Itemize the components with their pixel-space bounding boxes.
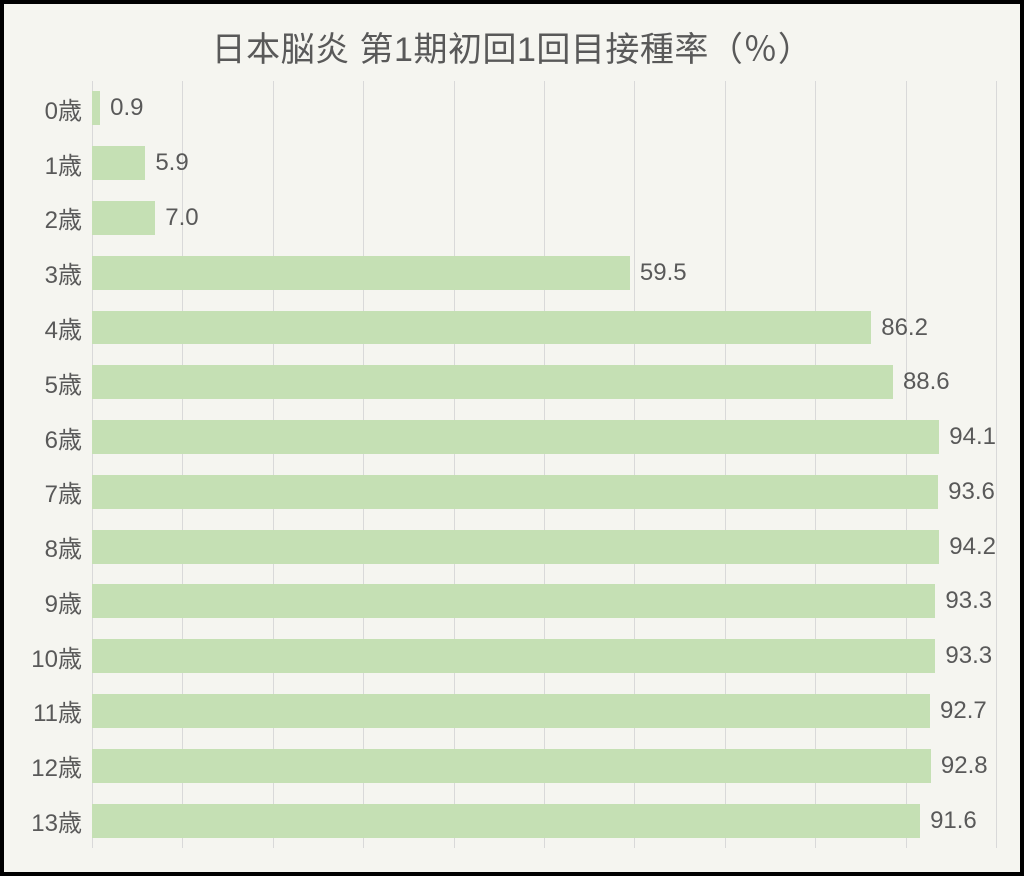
bar <box>92 365 893 399</box>
bar-row: 10歳 93.3 <box>28 629 996 684</box>
value-label: 94.1 <box>939 423 996 451</box>
bar-row: 8歳 94.2 <box>28 519 996 574</box>
bar-row: 5歳 88.6 <box>28 355 996 410</box>
bar-track: 94.1 <box>92 410 996 465</box>
y-axis-label: 0歳 <box>28 91 92 126</box>
bar <box>92 804 920 838</box>
bar-row: 13歳 91.6 <box>28 793 996 848</box>
chart-frame: 日本脳炎 第1期初回1回目接種率（％） 0歳 0.9 1歳 5.9 2歳 7.0 3歳 59.… <box>0 0 1024 876</box>
y-axis-label: 5歳 <box>28 365 92 400</box>
bar-track: 5.9 <box>92 136 996 191</box>
chart-title: 日本脳炎 第1期初回1回目接種率（％） <box>4 4 1020 81</box>
bar-row: 3歳 59.5 <box>28 245 996 300</box>
bar-row: 12歳 92.8 <box>28 738 996 793</box>
value-label: 93.6 <box>938 478 995 506</box>
bar-track: 92.7 <box>92 684 996 739</box>
y-axis-label: 7歳 <box>28 474 92 509</box>
bar-track: 7.0 <box>92 191 996 246</box>
bar <box>92 639 935 673</box>
bar-row: 7歳 93.6 <box>28 464 996 519</box>
bar <box>92 311 871 345</box>
value-label: 92.7 <box>930 697 987 725</box>
value-label: 59.5 <box>630 259 687 287</box>
value-label: 92.8 <box>931 752 988 780</box>
bar-track: 93.6 <box>92 464 996 519</box>
value-label: 86.2 <box>871 314 928 342</box>
bar <box>92 256 630 290</box>
bar <box>92 749 931 783</box>
y-axis-label: 9歳 <box>28 584 92 619</box>
bar-track: 93.3 <box>92 574 996 629</box>
bar-row: 1歳 5.9 <box>28 136 996 191</box>
value-label: 5.9 <box>145 149 188 177</box>
plot-area: 0歳 0.9 1歳 5.9 2歳 7.0 3歳 59.5 4歳 86.2 5歳 88.6 6歳 94.1 7… <box>28 81 996 848</box>
bar <box>92 420 939 454</box>
y-axis-label: 12歳 <box>28 748 92 783</box>
bar-track: 93.3 <box>92 629 996 684</box>
value-label: 88.6 <box>893 368 950 396</box>
bar-track: 94.2 <box>92 519 996 574</box>
bar <box>92 694 930 728</box>
y-axis-label: 11歳 <box>28 693 92 728</box>
value-label: 93.3 <box>935 642 992 670</box>
bar-track: 59.5 <box>92 245 996 300</box>
bar-row: 2歳 7.0 <box>28 191 996 246</box>
y-axis-label: 6歳 <box>28 420 92 455</box>
y-axis-label: 10歳 <box>28 639 92 674</box>
bar <box>92 146 145 180</box>
bar-track: 86.2 <box>92 300 996 355</box>
bar-row: 4歳 86.2 <box>28 300 996 355</box>
bar-row: 11歳 92.7 <box>28 684 996 739</box>
bar <box>92 201 155 235</box>
bar <box>92 475 938 509</box>
value-label: 93.3 <box>935 587 992 615</box>
value-label: 94.2 <box>939 533 996 561</box>
bar-row: 9歳 93.3 <box>28 574 996 629</box>
bar-track: 91.6 <box>92 793 996 848</box>
gridline <box>996 81 997 848</box>
value-label: 0.9 <box>100 94 143 122</box>
bar-track: 0.9 <box>92 81 996 136</box>
bar-track: 88.6 <box>92 355 996 410</box>
value-label: 7.0 <box>155 204 198 232</box>
y-axis-label: 13歳 <box>28 803 92 838</box>
bar <box>92 530 939 564</box>
bar-row: 6歳 94.1 <box>28 410 996 465</box>
value-label: 91.6 <box>920 807 977 835</box>
y-axis-label: 3歳 <box>28 255 92 290</box>
y-axis-label: 2歳 <box>28 200 92 235</box>
bar <box>92 91 100 125</box>
y-axis-label: 1歳 <box>28 146 92 181</box>
bar-track: 92.8 <box>92 738 996 793</box>
y-axis-label: 8歳 <box>28 529 92 564</box>
y-axis-label: 4歳 <box>28 310 92 345</box>
bar <box>92 584 935 618</box>
bars-container: 0歳 0.9 1歳 5.9 2歳 7.0 3歳 59.5 4歳 86.2 5歳 88.6 6歳 94.1 7… <box>28 81 996 848</box>
bar-row: 0歳 0.9 <box>28 81 996 136</box>
